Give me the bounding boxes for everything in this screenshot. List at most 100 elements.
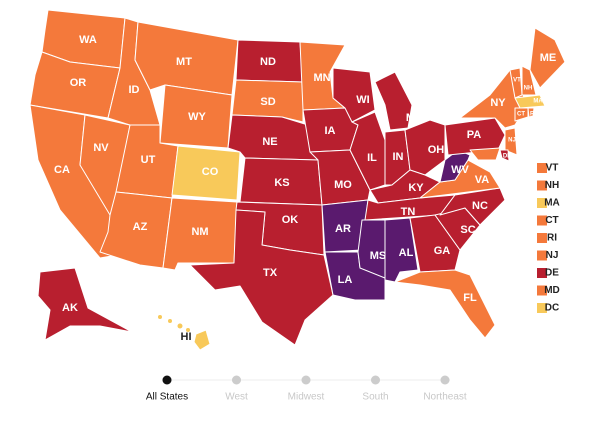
legend-label[interactable]: VT bbox=[546, 163, 559, 174]
state[interactable] bbox=[231, 79, 304, 123]
state-label: NV bbox=[93, 142, 109, 154]
filter-dot[interactable] bbox=[232, 375, 241, 385]
state-label: MA bbox=[533, 99, 543, 105]
state[interactable] bbox=[504, 127, 518, 156]
state[interactable] bbox=[394, 269, 496, 339]
state-label: LA bbox=[338, 274, 353, 286]
state-label: IL bbox=[367, 152, 377, 164]
state-label: WV bbox=[451, 164, 469, 176]
state-label: AR bbox=[335, 223, 351, 235]
filter-dot[interactable] bbox=[162, 375, 172, 385]
state-label: PA bbox=[467, 129, 482, 141]
island bbox=[158, 315, 162, 319]
state-label: MI bbox=[406, 112, 418, 124]
state-label: IN bbox=[393, 151, 404, 163]
state-label: NJ bbox=[508, 138, 516, 144]
legend-label[interactable]: MD bbox=[544, 285, 560, 296]
state-label: WY bbox=[188, 111, 206, 123]
state-label: TN bbox=[401, 206, 416, 218]
state-label: GA bbox=[434, 245, 451, 257]
legend-swatch[interactable] bbox=[537, 285, 547, 296]
island bbox=[177, 323, 183, 329]
state[interactable] bbox=[409, 214, 461, 273]
state-label: OK bbox=[282, 214, 299, 226]
state[interactable] bbox=[529, 27, 566, 89]
legend-swatch[interactable] bbox=[537, 180, 547, 191]
legend-label[interactable]: NJ bbox=[546, 250, 559, 261]
state[interactable] bbox=[514, 94, 546, 109]
legend-swatch[interactable] bbox=[537, 303, 547, 313]
state[interactable] bbox=[357, 219, 386, 279]
state[interactable] bbox=[469, 147, 501, 161]
legend-label[interactable]: CT bbox=[545, 215, 558, 226]
legend-swatch[interactable] bbox=[537, 198, 547, 208]
state-label: AL bbox=[399, 247, 414, 259]
state-label: CA bbox=[54, 164, 70, 176]
legend-label[interactable]: NH bbox=[545, 180, 559, 191]
state-label: NC bbox=[472, 200, 488, 212]
state[interactable] bbox=[499, 149, 510, 162]
state[interactable] bbox=[193, 329, 211, 351]
state-label: VT bbox=[513, 78, 521, 84]
legend-swatch[interactable] bbox=[537, 250, 547, 261]
state-label: MT bbox=[176, 56, 192, 68]
state-label: CO bbox=[202, 166, 219, 178]
legend-swatch[interactable] bbox=[537, 215, 547, 226]
state-label: WI bbox=[356, 94, 369, 106]
legend-label[interactable]: RI bbox=[547, 233, 557, 244]
island bbox=[168, 319, 172, 323]
state-label: ID bbox=[129, 84, 140, 96]
state-label: KY bbox=[408, 182, 424, 194]
legend-swatch[interactable] bbox=[537, 268, 547, 278]
state[interactable] bbox=[37, 267, 133, 341]
legend-label[interactable]: MA bbox=[544, 198, 560, 209]
filter-label[interactable]: South bbox=[362, 392, 388, 403]
state[interactable] bbox=[189, 209, 334, 346]
filter-dot[interactable] bbox=[371, 375, 380, 385]
state-label: KS bbox=[274, 177, 289, 189]
legend-label[interactable]: DC bbox=[545, 303, 559, 314]
filter-label[interactable]: Midwest bbox=[288, 392, 325, 403]
state-label: WA bbox=[79, 34, 97, 46]
state-label: NE bbox=[262, 136, 277, 148]
legend-label[interactable]: DE bbox=[545, 268, 559, 279]
state-label: ME bbox=[540, 52, 557, 64]
filter-label[interactable]: West bbox=[225, 392, 248, 403]
state-label: RI bbox=[530, 112, 536, 118]
state-label: AK bbox=[62, 302, 78, 314]
legend-swatch[interactable] bbox=[537, 163, 547, 173]
state-label: IA bbox=[325, 125, 336, 137]
filter-dot[interactable] bbox=[440, 375, 450, 385]
state-label: NY bbox=[490, 97, 506, 109]
state[interactable] bbox=[374, 71, 413, 131]
state-label: NH bbox=[524, 86, 533, 92]
state-label: MN bbox=[313, 72, 330, 84]
filter-label[interactable]: All States bbox=[146, 392, 188, 403]
state[interactable] bbox=[514, 107, 529, 122]
filter-label[interactable]: Northeast bbox=[423, 392, 467, 403]
state[interactable] bbox=[527, 107, 535, 118]
state-label: SD bbox=[260, 96, 275, 108]
state-label: ND bbox=[260, 56, 276, 68]
state-label: AZ bbox=[133, 221, 148, 233]
legend-swatch[interactable] bbox=[537, 233, 547, 243]
state-label: DE bbox=[503, 154, 511, 160]
state-label: MO bbox=[334, 179, 352, 191]
island bbox=[186, 328, 190, 332]
state-label: SC bbox=[460, 224, 475, 236]
state[interactable] bbox=[171, 145, 241, 201]
state-label: UT bbox=[141, 154, 156, 166]
filter-dot[interactable] bbox=[301, 375, 311, 385]
state[interactable] bbox=[444, 117, 506, 156]
state[interactable] bbox=[439, 187, 506, 226]
state-label: TX bbox=[263, 267, 278, 279]
state-label: NM bbox=[191, 226, 208, 238]
state-label: HI bbox=[181, 331, 192, 343]
state-label: MD bbox=[509, 160, 519, 166]
state-label: OH bbox=[428, 144, 445, 156]
state[interactable] bbox=[439, 149, 471, 183]
state-label: CT bbox=[517, 112, 525, 118]
state-label: FL bbox=[463, 292, 477, 304]
state[interactable] bbox=[349, 111, 386, 191]
